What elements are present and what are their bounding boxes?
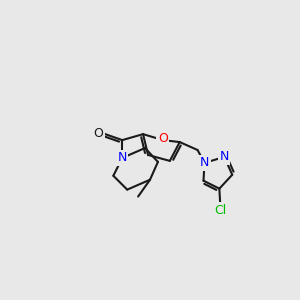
Text: N: N — [118, 152, 127, 164]
Text: O: O — [94, 127, 103, 140]
Text: Cl: Cl — [214, 204, 226, 217]
Text: N: N — [200, 156, 209, 170]
Text: O: O — [158, 132, 168, 145]
Text: N: N — [220, 150, 229, 164]
